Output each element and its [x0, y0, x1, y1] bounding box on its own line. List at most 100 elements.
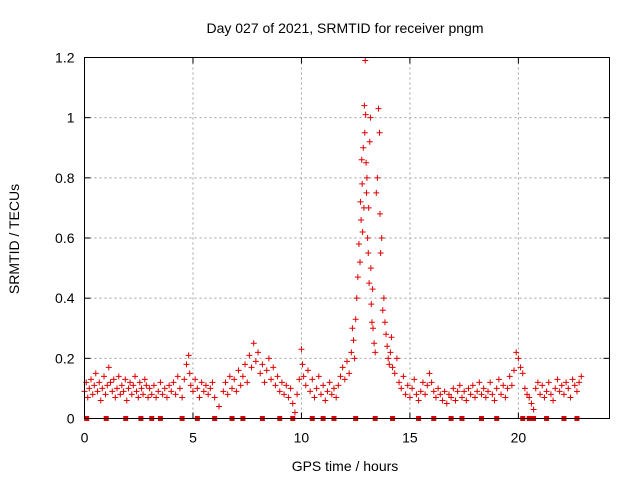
data-point	[294, 391, 301, 398]
data-point	[419, 379, 426, 386]
data-point	[99, 385, 106, 392]
chart-title: Day 027 of 2021, SRMTID for receiver png…	[206, 20, 483, 36]
data-point	[373, 189, 380, 196]
x-tick-label: 20	[511, 430, 527, 446]
data-point	[174, 373, 181, 380]
data-point	[363, 174, 370, 181]
data-point	[552, 385, 559, 392]
data-point	[576, 379, 583, 386]
data-point	[456, 382, 463, 389]
data-point	[183, 361, 190, 368]
data-point	[393, 355, 400, 362]
x-tick-label: 10	[294, 430, 310, 446]
data-point	[104, 382, 111, 389]
data-point	[172, 391, 179, 398]
data-point	[330, 385, 337, 392]
data-point	[352, 316, 359, 323]
data-point	[353, 295, 360, 302]
data-point	[235, 367, 242, 374]
data-point	[211, 394, 218, 401]
data-point	[237, 382, 244, 389]
data-point	[502, 394, 509, 401]
data-point	[573, 388, 580, 395]
data-point	[341, 376, 348, 383]
data-point	[136, 379, 143, 386]
data-point	[239, 373, 246, 380]
data-point	[224, 391, 231, 398]
data-point	[458, 394, 465, 401]
data-point	[200, 388, 207, 395]
data-point	[115, 373, 122, 380]
data-point	[368, 301, 375, 308]
data-point	[354, 274, 361, 281]
data-point	[231, 376, 238, 383]
data-point	[504, 385, 511, 392]
data-point	[478, 391, 485, 398]
data-point	[448, 394, 455, 401]
data-point	[377, 250, 384, 257]
data-point	[362, 111, 369, 118]
data-point	[476, 379, 483, 386]
data-point	[226, 373, 233, 380]
data-point	[364, 235, 371, 241]
data-point	[196, 394, 203, 401]
data-point	[128, 391, 135, 398]
grid-lines	[84, 57, 610, 419]
data-point	[385, 355, 392, 362]
x-axis-label: GPS time / hours	[292, 458, 399, 474]
data-point	[324, 388, 331, 395]
data-point	[278, 379, 285, 386]
data-point	[348, 349, 355, 356]
data-point	[170, 379, 177, 386]
data-point	[428, 379, 435, 386]
data-point	[141, 376, 148, 383]
data-point	[291, 409, 298, 416]
data-point	[489, 391, 496, 398]
data-point	[359, 228, 366, 235]
data-point	[467, 391, 474, 398]
data-point	[117, 391, 124, 398]
data-point	[386, 361, 393, 368]
data-point	[86, 385, 93, 392]
data-point	[118, 382, 125, 389]
data-point	[511, 367, 518, 374]
data-point	[205, 391, 212, 398]
data-point	[411, 376, 418, 383]
data-point	[422, 391, 429, 398]
data-point	[255, 349, 262, 356]
data-point	[187, 382, 194, 389]
data-point	[307, 388, 314, 395]
data-point	[563, 379, 570, 386]
data-point	[474, 388, 481, 395]
data-point	[534, 379, 541, 386]
data-point	[508, 382, 515, 389]
data-point	[88, 376, 95, 383]
data-point	[519, 370, 526, 377]
data-point	[409, 385, 416, 392]
data-point	[309, 376, 316, 383]
data-point	[127, 379, 134, 386]
data-point	[179, 394, 186, 401]
data-point	[376, 210, 383, 217]
data-point	[176, 385, 183, 392]
data-point	[482, 394, 489, 401]
data-point	[426, 370, 433, 377]
data-point	[359, 180, 366, 187]
data-point	[94, 388, 101, 395]
data-point	[114, 385, 121, 392]
data-point	[558, 382, 565, 389]
data-point	[140, 391, 147, 398]
data-point	[554, 376, 561, 383]
data-point	[344, 358, 350, 365]
data-point	[417, 388, 424, 395]
data-point	[530, 406, 537, 413]
data-point	[315, 373, 322, 380]
data-point	[567, 394, 574, 401]
data-point	[250, 340, 257, 347]
data-point	[168, 388, 175, 395]
data-point	[107, 379, 114, 386]
data-point	[517, 364, 524, 371]
data-point	[298, 346, 305, 353]
data-point	[91, 382, 98, 389]
data-point	[120, 388, 127, 395]
